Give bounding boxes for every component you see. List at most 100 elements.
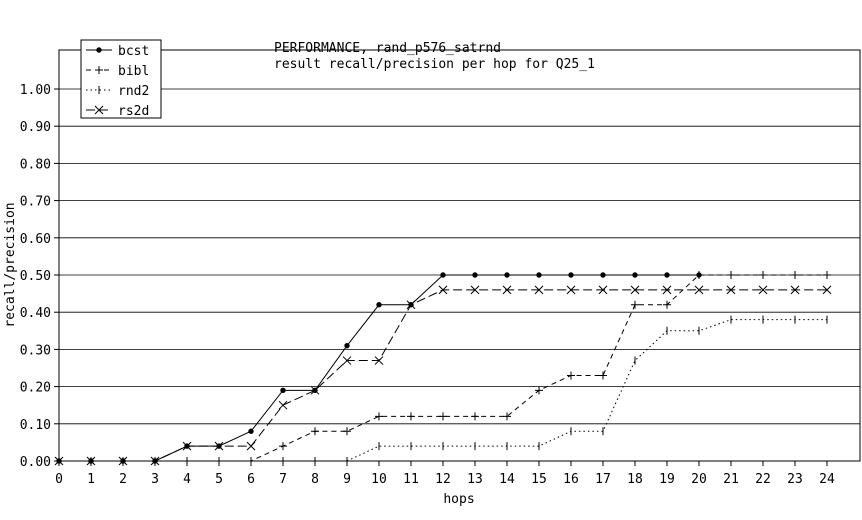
series-line-rs2d (59, 289, 827, 462)
data-point-rs2d (246, 441, 256, 451)
data-point-bibl (471, 412, 479, 421)
series-rnd2 (58, 315, 828, 465)
data-point-bibl (823, 271, 831, 279)
x-tick-label: 15 (531, 472, 547, 487)
data-point-bcst (280, 387, 286, 394)
y-tick-label: 0.90 (20, 120, 51, 135)
x-axis-label: hops (443, 492, 474, 507)
data-point-bibl (439, 412, 447, 421)
y-tick-label: 0.70 (20, 195, 51, 210)
legend-label: bibl (118, 64, 149, 79)
data-point-rs2d (150, 456, 160, 466)
series-line-bibl (59, 274, 827, 462)
y-axis-ticks: 0.00 0.10 0.20 0.30 0.40 0.50 0.60 0.70 0.80 0.90… (20, 83, 59, 470)
data-point-bcst (536, 272, 542, 278)
legend-item-rs2d: rs2d (86, 104, 149, 119)
x-tick-label: 4 (183, 472, 191, 487)
x-tick-label: 0 (55, 472, 63, 487)
y-tick-label: 0.20 (20, 381, 51, 396)
plot-frame (58, 49, 861, 462)
chart-subtitle: result recall/precision per hop for Q25_… (274, 57, 595, 72)
x-axis-ticks: 0 1 2 3 4 5 6 7 8 9 10 11 12 13 14 15 16 17 18 19 20 21 22 23 24 (55, 461, 835, 487)
data-point-bibl (407, 412, 415, 421)
x-tick-label: 9 (343, 472, 351, 487)
x-tick-label: 12 (435, 472, 451, 487)
y-tick-label: 0.60 (20, 232, 51, 247)
data-point-rs2d (214, 441, 224, 451)
x-tick-label: 6 (247, 472, 255, 487)
data-point-bcst (472, 272, 478, 278)
data-point-rs2d (694, 285, 704, 295)
x-tick-label: 14 (499, 472, 515, 487)
x-tick-label: 10 (371, 472, 387, 487)
data-point-rs2d (598, 285, 608, 295)
data-point-rs2d (342, 356, 352, 365)
legend-marker (96, 47, 102, 53)
x-tick-label: 5 (215, 472, 223, 487)
data-point-rs2d (534, 285, 544, 295)
series-rs2d (54, 285, 832, 466)
data-point-bibl (311, 427, 319, 436)
grid-lines (59, 88, 860, 425)
data-point-bibl (375, 412, 383, 421)
data-point-rs2d (630, 285, 640, 295)
data-point-bibl (695, 271, 703, 279)
data-point-bibl (631, 300, 639, 309)
data-point-rs2d (310, 385, 320, 395)
x-tick-label: 23 (787, 472, 803, 487)
data-point-bibl (599, 371, 607, 380)
y-tick-label: 0.80 (20, 157, 51, 172)
data-point-rs2d (438, 285, 448, 295)
x-tick-label: 22 (755, 472, 771, 487)
x-tick-label: 1 (87, 472, 95, 487)
x-tick-label: 2 (119, 472, 127, 487)
data-point-bcst (344, 342, 350, 349)
x-tick-label: 24 (819, 472, 835, 487)
data-point-rs2d (118, 456, 128, 466)
data-point-bibl (279, 442, 287, 451)
legend: bcst bibl rnd2 rs2d (80, 39, 162, 119)
y-tick-label: 0.00 (20, 455, 51, 470)
x-tick-label: 18 (627, 472, 643, 487)
data-point-bcst (376, 302, 382, 308)
data-point-rs2d (502, 285, 512, 295)
data-point-rs2d (374, 356, 384, 365)
x-tick-label: 7 (279, 472, 287, 487)
series-bibl (55, 271, 831, 465)
data-point-bibl (791, 271, 799, 279)
data-point-bcst (600, 272, 606, 278)
data-point-rs2d (278, 400, 288, 410)
legend-box (80, 39, 162, 119)
data-point-rs2d (54, 456, 64, 466)
x-tick-label: 17 (595, 472, 611, 487)
data-point-bibl (759, 271, 767, 279)
data-point-rs2d (566, 285, 576, 295)
data-point-rs2d (662, 285, 672, 295)
series-group (54, 271, 832, 466)
data-point-bibl (663, 300, 671, 309)
x-tick-label: 8 (311, 472, 319, 487)
data-point-rs2d (758, 285, 768, 295)
legend-label: rs2d (118, 104, 149, 119)
chart-title: PERFORMANCE, rand_p576_satrnd (274, 41, 501, 56)
x-tick-label: 19 (659, 472, 675, 487)
x-tick-label: 11 (403, 472, 419, 487)
y-tick-label: 0.40 (20, 306, 51, 321)
y-tick-label: 1.00 (20, 83, 51, 98)
data-point-bcst (664, 272, 670, 278)
data-point-rs2d (182, 441, 192, 451)
legend-marker (94, 105, 104, 115)
x-tick-label: 3 (151, 472, 159, 487)
data-point-bcst (504, 272, 510, 278)
data-point-bibl (535, 386, 543, 395)
data-point-bibl (503, 412, 511, 421)
legend-item-rnd2: rnd2 (86, 84, 149, 99)
x-tick-label: 20 (691, 472, 707, 487)
series-line-rnd2 (59, 319, 827, 462)
y-tick-label: 0.30 (20, 343, 51, 358)
data-point-rs2d (790, 285, 800, 295)
data-point-bcst (440, 272, 446, 278)
data-point-rs2d (406, 300, 416, 310)
data-point-rs2d (470, 285, 480, 295)
